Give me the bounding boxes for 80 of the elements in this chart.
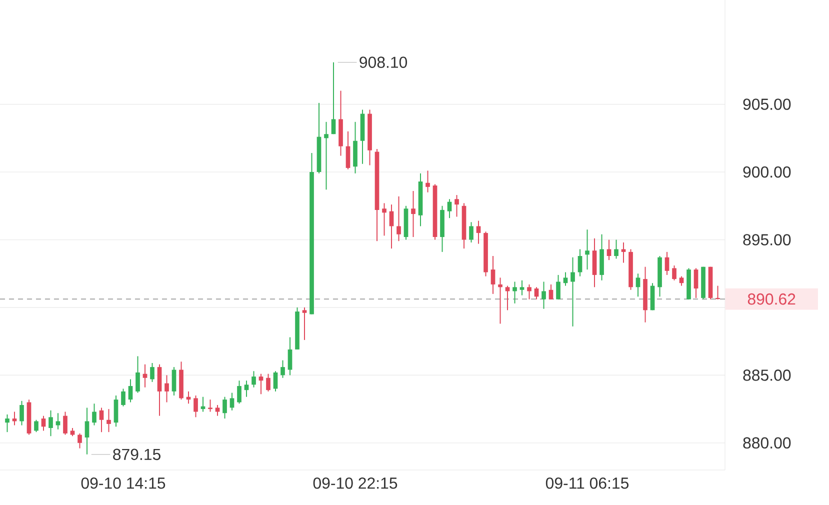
candlestick <box>396 196 401 242</box>
candlestick <box>621 242 626 264</box>
candlestick <box>382 202 386 236</box>
candlestick <box>614 239 618 260</box>
candlestick <box>208 399 212 412</box>
candlestick <box>411 190 416 238</box>
annotation: 879.15 <box>113 448 160 460</box>
candlestick <box>266 373 270 392</box>
candlestick <box>114 395 118 428</box>
candlestick <box>99 407 104 433</box>
candlestick <box>527 284 532 300</box>
candlestick <box>41 415 46 432</box>
x-tick-label: 09-10 14:15 <box>81 478 166 489</box>
candlestick <box>5 414 10 433</box>
candlestick <box>570 256 575 327</box>
candlestick <box>150 362 154 382</box>
candlestick <box>534 286 539 300</box>
candlestick <box>505 285 510 311</box>
candlestick <box>172 366 176 396</box>
candlestick <box>490 255 496 294</box>
candlestick <box>672 264 676 281</box>
candlestick <box>230 392 234 411</box>
candlestick <box>142 364 148 388</box>
y-tick-label: 880.00 <box>743 437 791 449</box>
candlestick <box>512 281 517 304</box>
ref-line-label: 890.62 <box>748 293 796 305</box>
candlestick <box>447 198 452 219</box>
y-tick-label: 905.00 <box>743 98 791 110</box>
candlestick <box>252 370 256 388</box>
candlestick <box>84 407 90 455</box>
x-tick-label: 09-10 22:15 <box>313 478 398 489</box>
annotation: 908.10 <box>360 56 408 68</box>
candlestick <box>664 251 670 276</box>
candlestick <box>136 356 140 394</box>
candlestick <box>454 194 459 218</box>
candlestick <box>92 403 96 426</box>
candlestick <box>237 380 242 404</box>
y-tick-label: 885.00 <box>743 370 791 381</box>
candlestick <box>578 248 582 277</box>
candlestick <box>56 412 60 430</box>
candlestick <box>331 62 336 135</box>
candlestick <box>244 380 249 398</box>
candlestick <box>302 306 307 340</box>
candlestick <box>346 130 350 170</box>
candlestick <box>222 396 227 420</box>
candlestick <box>716 285 720 300</box>
candlestick <box>548 284 554 300</box>
x-tick-label: 09-11 06:15 <box>546 478 629 489</box>
y-tick-label: 895.00 <box>743 234 791 246</box>
candlestick <box>34 419 38 433</box>
candlestick <box>563 272 568 286</box>
candlestick <box>20 400 24 426</box>
candlestick <box>498 277 502 324</box>
candlestick <box>679 276 684 286</box>
candlestick <box>215 404 220 416</box>
candlestick <box>542 281 546 310</box>
candlestick <box>389 204 394 250</box>
candlestick <box>469 222 474 243</box>
candlestick <box>636 273 640 298</box>
candlestick <box>78 432 82 449</box>
candlestick <box>694 268 698 298</box>
y-tick-label: 900.00 <box>743 166 791 178</box>
candlestick <box>48 410 53 437</box>
candlestick <box>606 239 612 261</box>
candlestick <box>121 388 126 407</box>
candlestick <box>426 170 430 193</box>
candlestick <box>273 370 278 392</box>
candlestick <box>258 373 264 395</box>
candlestick <box>194 395 198 418</box>
candlestick <box>288 336 292 376</box>
candlestick <box>556 274 560 300</box>
candlestick <box>128 378 133 403</box>
candlestick <box>520 280 524 296</box>
candlestick <box>324 121 328 190</box>
candlestick <box>476 220 481 244</box>
candlestick <box>585 229 590 270</box>
candlestick <box>106 408 111 433</box>
candlestick <box>280 360 285 378</box>
candlestick <box>164 374 169 403</box>
candlestick <box>63 411 68 436</box>
